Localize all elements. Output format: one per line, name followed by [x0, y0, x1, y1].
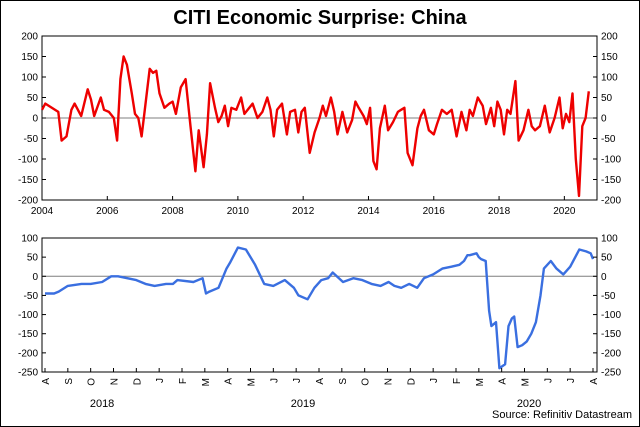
bottom-y-tick-label-right: -100 — [601, 310, 621, 321]
bottom-y-tick-label-right: -250 — [601, 368, 621, 379]
bottom-x-month-label: D — [132, 378, 143, 385]
bottom-x-month-label: S — [338, 378, 349, 385]
top-y-tick-label-right: 200 — [601, 32, 618, 43]
bottom-y-tick-label-left: -50 — [24, 291, 39, 302]
bottom-x-month-label: M — [475, 378, 486, 386]
top-y-tick-label-right: -150 — [601, 175, 621, 186]
top-x-tick-label: 2008 — [161, 206, 184, 217]
top-y-tick-label-right: 150 — [601, 52, 618, 63]
bottom-panel: 100 50 0 -50 -100 -150 -200 -250 100 50 0 -50 -100 -1… — [18, 234, 621, 411]
top-y-tick-label-left: 100 — [21, 73, 38, 84]
top-x-tick-label: 2020 — [553, 206, 576, 217]
top-y-tick-label-right: 50 — [601, 93, 613, 104]
bottom-x-month-label: J — [543, 378, 554, 383]
bottom-y-tick-label-right: -50 — [601, 291, 616, 302]
bottom-x-month-label: F — [452, 378, 463, 384]
bottom-y-tick-label-right: 0 — [601, 272, 607, 283]
bottom-series-line — [45, 246, 595, 370]
bottom-x-month-label: A — [224, 378, 235, 385]
top-y-tick-label-left: -150 — [18, 175, 38, 186]
top-y-tick-label-left: 150 — [21, 52, 38, 63]
bottom-x-month-label: J — [155, 378, 166, 383]
top-y-tick-label-left: 50 — [27, 93, 39, 104]
bottom-x-month-label: M — [521, 378, 532, 386]
top-x-tick-label: 2014 — [357, 206, 380, 217]
chart-title: CITI Economic Surprise: China — [173, 7, 467, 29]
top-y-tick-label-right: 100 — [601, 73, 618, 84]
top-y-tick-label-left: 200 — [21, 32, 38, 43]
bottom-x-month-label: O — [361, 378, 372, 386]
top-y-tick-label-left: -100 — [18, 155, 38, 166]
source-note: Source: Refinitiv Datastream — [492, 409, 632, 421]
bottom-y-tick-label-right: 50 — [601, 253, 613, 264]
bottom-x-month-label: J — [292, 378, 303, 383]
bottom-year-label: 2019 — [291, 398, 315, 410]
bottom-x-month-label: M — [201, 378, 212, 386]
bottom-x-month-label: A — [589, 378, 600, 385]
top-y-tick-label-right: -200 — [601, 196, 621, 207]
top-x-tick-label: 2010 — [227, 206, 250, 217]
bottom-x-month-label: A — [41, 378, 52, 385]
bottom-y-tick-label-left: -100 — [18, 310, 38, 321]
top-panel: 200 150 100 50 0 -50 -100 -150 -200 200 150 100 50 0 -… — [18, 32, 621, 218]
top-y-tick-label-left: 0 — [32, 114, 38, 125]
bottom-y-tick-label-left: 50 — [27, 253, 39, 264]
bottom-x-month-label: J — [566, 378, 577, 383]
top-y-tick-label-left: -50 — [24, 134, 39, 145]
bottom-y-tick-label-left: 100 — [21, 234, 38, 245]
top-x-tick-label: 2016 — [423, 206, 446, 217]
top-y-tick-label-right: -50 — [601, 134, 616, 145]
top-series-line — [40, 55, 590, 198]
bottom-x-month-label: J — [269, 378, 280, 383]
bottom-y-tick-label-right: -150 — [601, 329, 621, 340]
bottom-y-tick-label-right: 100 — [601, 234, 618, 245]
bottom-x-month-label: F — [178, 378, 189, 384]
top-y-tick-label-left: -200 — [18, 196, 38, 207]
top-y-tick-label-right: 0 — [601, 114, 607, 125]
bottom-x-month-label: N — [384, 378, 395, 385]
bottom-x-month-label: S — [64, 378, 75, 385]
bottom-x-month-label: O — [87, 378, 98, 386]
bottom-x-month-label: A — [315, 378, 326, 385]
bottom-x-month-label: D — [406, 378, 417, 385]
top-y-tick-label-right: -100 — [601, 155, 621, 166]
bottom-x-month-label: N — [110, 378, 121, 385]
bottom-x-month-label: M — [247, 378, 258, 386]
top-x-tick-label: 2012 — [292, 206, 315, 217]
top-x-tick-label: 2018 — [488, 206, 511, 217]
bottom-y-tick-label-left: -150 — [18, 329, 38, 340]
bottom-y-tick-label-left: 0 — [32, 272, 38, 283]
bottom-y-tick-label-right: -200 — [601, 348, 621, 359]
bottom-y-tick-label-left: -250 — [18, 368, 38, 379]
bottom-x-month-label: J — [429, 378, 440, 383]
top-x-tick-label: 2004 — [31, 206, 54, 217]
bottom-year-label: 2018 — [90, 398, 114, 410]
top-x-tick-label: 2006 — [96, 206, 119, 217]
bottom-year-label: 2020 — [517, 398, 541, 410]
bottom-x-month-label: A — [498, 378, 509, 385]
bottom-y-tick-label-left: -200 — [18, 348, 38, 359]
